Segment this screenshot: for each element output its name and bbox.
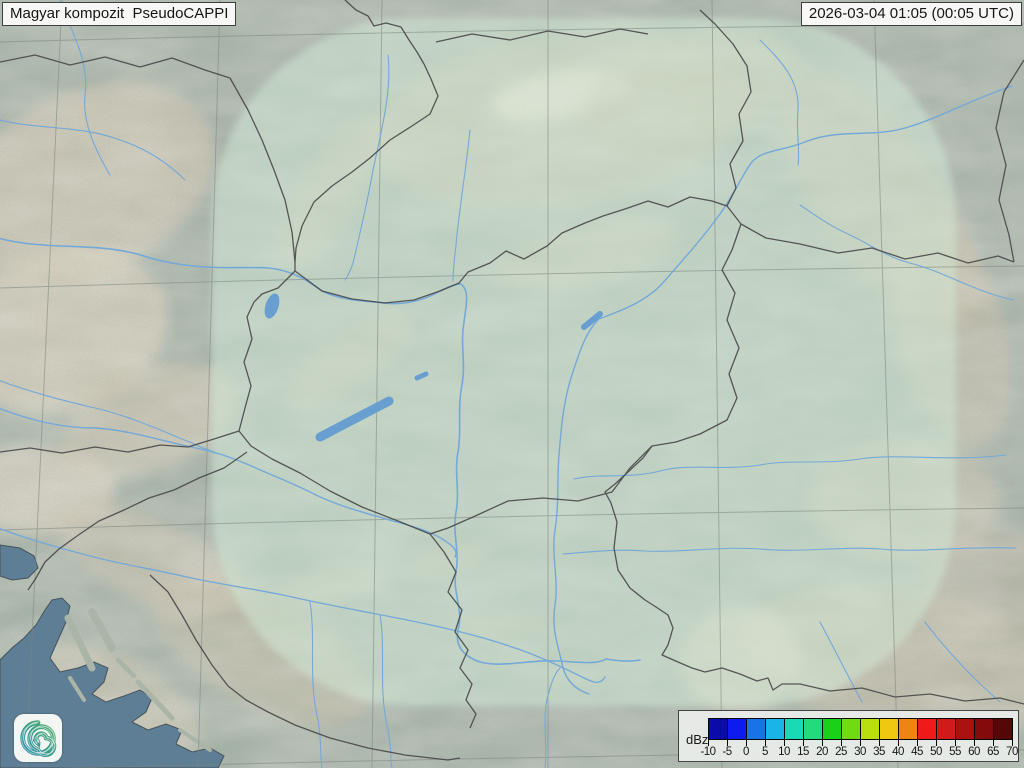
legend-unit-label: dBz: [686, 732, 709, 747]
dbz-color-scale: dBz -10 -5 0 5 10 15 20 25 30 35 40 45 50 55 60 65 70: [678, 710, 1019, 762]
legend-swatch-5: [804, 719, 823, 739]
legend-tick-label: 35: [873, 746, 885, 758]
legend-tick-label: 25: [835, 746, 847, 758]
lake-layer: [264, 293, 603, 442]
legend-tick: [727, 740, 728, 746]
legend-tick-label: 60: [968, 746, 980, 758]
legend-tick-label: 70: [1006, 746, 1018, 758]
legend-tick: [936, 740, 937, 746]
lake-tisza: [581, 311, 603, 330]
legend-tick-label: 5: [762, 746, 768, 758]
legend-tick: [708, 740, 709, 746]
legend-tick: [917, 740, 918, 746]
legend-swatch-row: [708, 718, 1013, 740]
legend-swatch-3: [766, 719, 785, 739]
legend-swatch-2: [747, 719, 766, 739]
border-hungary: [238, 196, 742, 535]
legend-tick: [841, 740, 842, 746]
product-title-label: Magyar kompozit PseudoCAPPI: [2, 2, 237, 26]
legend-swatch-1: [728, 719, 747, 739]
timestamp-label: 2026-03-04 01:05 (00:05 UTC): [800, 2, 1022, 26]
legend-swatch-4: [785, 719, 804, 739]
legend-swatch-7: [842, 719, 861, 739]
legend-tick-label: 10: [778, 746, 790, 758]
legend-swatch-9: [880, 719, 899, 739]
legend-tick-label: 50: [930, 746, 942, 758]
lake-ferto: [264, 293, 280, 319]
legend-swatch-13: [956, 719, 975, 739]
legend-tick-label: 45: [911, 746, 923, 758]
legend-swatch-15: [994, 719, 1012, 739]
lake-velence: [414, 371, 429, 381]
legend-swatch-6: [823, 719, 842, 739]
legend-tick: [765, 740, 766, 746]
legend-tick: [803, 740, 804, 746]
hungaromet-logo: [14, 714, 62, 762]
radar-coverage-overlay: [212, 18, 956, 706]
legend-scale-axis: -10 -5 0 5 10 15 20 25 30 35 40 45 50 55 60 65 70: [700, 711, 1018, 763]
legend-tick: [974, 740, 975, 746]
legend-swatch-12: [937, 719, 956, 739]
legend-tick-label: 20: [816, 746, 828, 758]
legend-tick: [784, 740, 785, 746]
legend-tick-label: 0: [743, 746, 749, 758]
legend-tick-label: -10: [700, 746, 716, 758]
legend-swatch-10: [899, 719, 918, 739]
legend-tick-label: 55: [949, 746, 961, 758]
legend-tick-label: -5: [722, 746, 732, 758]
legend-swatch-8: [861, 719, 880, 739]
legend-tick: [879, 740, 880, 746]
legend-swatch-11: [918, 719, 937, 739]
legend-swatch-0: [709, 719, 728, 739]
legend-tick: [860, 740, 861, 746]
legend-tick: [746, 740, 747, 746]
spiral-logo-icon: [20, 720, 57, 757]
legend-tick-label: 65: [987, 746, 999, 758]
legend-tick-label: 40: [892, 746, 904, 758]
legend-tick-label: 15: [797, 746, 809, 758]
legend-tick-label: 30: [854, 746, 866, 758]
legend-tick: [1012, 740, 1013, 746]
legend-swatch-14: [975, 719, 994, 739]
legend-tick: [993, 740, 994, 746]
legend-tick: [898, 740, 899, 746]
legend-tick: [955, 740, 956, 746]
legend-tick: [822, 740, 823, 746]
lake-balaton: [315, 396, 394, 442]
